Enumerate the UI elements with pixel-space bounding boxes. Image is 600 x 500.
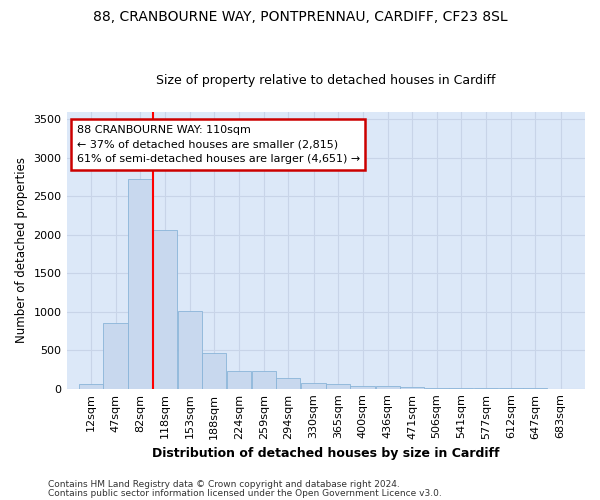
Text: 88, CRANBOURNE WAY, PONTPRENNAU, CARDIFF, CF23 8SL: 88, CRANBOURNE WAY, PONTPRENNAU, CARDIFF… (92, 10, 508, 24)
Bar (301, 384, 326, 388)
Bar (79, 384, 103, 388)
Bar (376, 386, 400, 388)
X-axis label: Distribution of detached houses by size in Cardiff: Distribution of detached houses by size … (152, 447, 500, 460)
Title: Size of property relative to detached houses in Cardiff: Size of property relative to detached ho… (156, 74, 496, 87)
Bar (103, 324, 128, 388)
Bar (252, 371, 276, 388)
Text: 88 CRANBOURNE WAY: 110sqm
← 37% of detached houses are smaller (2,815)
61% of se: 88 CRANBOURNE WAY: 110sqm ← 37% of detac… (77, 125, 360, 164)
Y-axis label: Number of detached properties: Number of detached properties (15, 157, 28, 343)
Bar (202, 354, 226, 388)
Bar (350, 386, 374, 388)
Bar (128, 178, 152, 388)
Bar (400, 387, 424, 388)
Bar (178, 311, 202, 388)
Bar (153, 230, 177, 388)
Bar (326, 384, 350, 388)
Bar (276, 378, 301, 388)
Text: Contains public sector information licensed under the Open Government Licence v3: Contains public sector information licen… (48, 488, 442, 498)
Bar (227, 371, 251, 388)
Text: Contains HM Land Registry data © Crown copyright and database right 2024.: Contains HM Land Registry data © Crown c… (48, 480, 400, 489)
